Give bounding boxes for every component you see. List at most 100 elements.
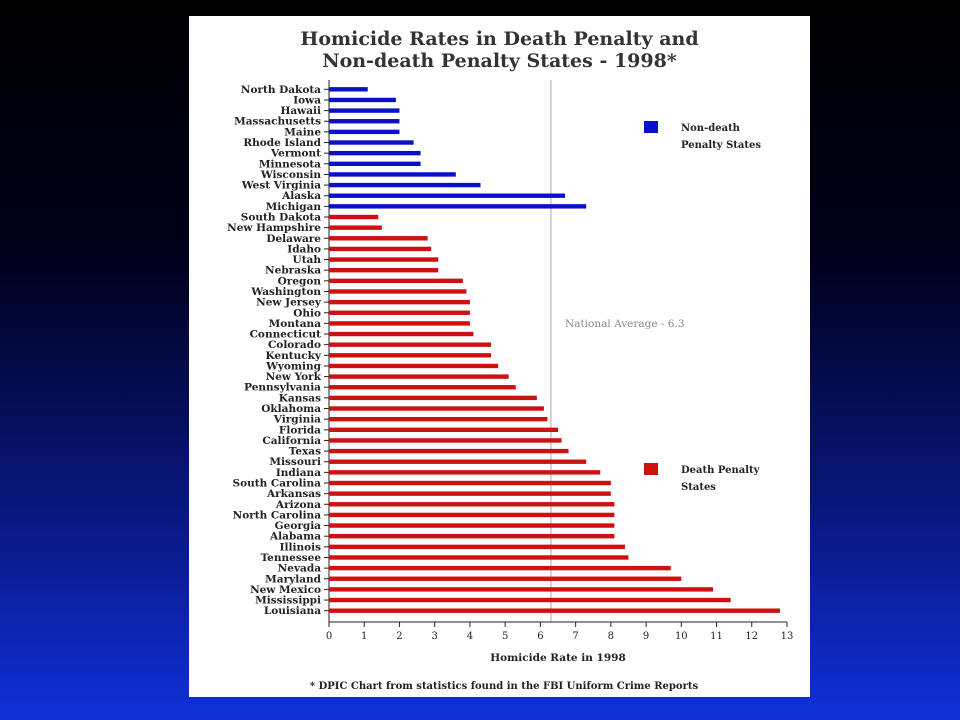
category-label: Kansas [279,392,321,404]
x-tick-label: 12 [745,631,758,642]
bar-illinois [329,544,625,550]
category-label: Oklahoma [261,403,321,415]
chart-footnote: * DPIC Chart from statistics found in th… [310,681,699,692]
category-label: Montana [269,318,322,330]
bar-california [329,438,562,443]
category-label: Wisconsin [260,169,321,181]
bar-virginia [329,416,548,422]
legend-label: Non-death [681,123,741,134]
bar-wyoming [329,363,499,369]
category-label: Mississippi [255,595,321,607]
bar-colorado [329,342,492,347]
bar-west-virginia [329,182,481,188]
bar-nebraska [329,268,439,273]
x-tick-label: 13 [781,631,794,642]
chart-plot: National Average - 6.3 North DakotaIowaHa… [227,80,794,692]
category-label: Texas [289,446,321,458]
bar-utah [329,257,439,262]
category-label: Maryland [265,573,321,585]
bar-minnesota [329,161,421,166]
category-label: New Hampshire [227,222,321,234]
bar-new-jersey [329,299,470,305]
category-label: Virginia [273,414,321,426]
category-label: Missouri [269,456,321,468]
bar-mississippi [329,597,731,603]
bar-ohio [329,310,470,315]
chart-panel: Homicide Rates in Death Penalty and Non-… [189,16,810,697]
bar-tennessee [329,555,629,560]
category-label: North Dakota [241,84,321,96]
legend-label: Penalty States [681,140,761,151]
bar-connecticut [329,331,474,337]
bar-oregon [329,278,463,284]
category-label: Nebraska [265,265,321,277]
category-label: Iowa [293,94,321,106]
category-label: Idaho [287,243,321,255]
category-label: Maine [284,126,321,138]
category-label: Hawaii [280,105,321,117]
bar-louisiana [329,608,780,613]
bar-arizona [329,502,615,507]
x-axis-title: Homicide Rate in 1998 [490,652,626,664]
bar-idaho [329,246,432,252]
category-label: Georgia [275,520,322,532]
legend-label: Death Penalty [681,465,761,476]
category-label: Rhode Island [243,137,321,149]
bar-rhode-island [329,140,414,145]
category-label: Louisiana [264,605,321,617]
bar-arkansas [329,491,611,496]
x-tick-label: 3 [432,631,438,642]
x-tick-label: 10 [675,631,688,642]
bar-georgia [329,523,615,528]
bar-kansas [329,395,537,401]
category-label: Nevada [278,563,322,575]
category-label: New Jersey [256,297,322,309]
category-label: Colorado [268,339,321,351]
bar-michigan [329,204,587,209]
category-label: South Dakota [241,212,321,224]
bar-missouri [329,459,587,464]
x-tick-label: 1 [361,631,367,642]
bar-vermont [329,150,421,156]
category-label: New York [266,371,322,383]
legend-swatch-death-penalty [644,463,658,475]
bar-maryland [329,576,682,581]
bar-new-york [329,374,509,379]
bar-hawaii [329,108,400,113]
bar-south-carolina [329,480,611,486]
category-label: Washington [250,286,321,298]
category-label: Indiana [276,467,321,479]
bar-florida [329,427,558,432]
chart-title-line-2: Non-death Penalty States - 1998* [322,50,677,72]
category-label: West Virginia [241,180,321,192]
bar-south-dakota [329,214,379,220]
bar-wisconsin [329,172,456,177]
category-label: Tennessee [261,552,322,564]
reference-line-label: National Average - 6.3 [565,318,685,330]
bar-iowa [329,97,396,103]
x-tick-label: 11 [710,631,723,642]
category-label: Ohio [293,307,321,319]
category-label: Minnesota [259,158,321,170]
bar-texas [329,448,569,454]
category-label: Oregon [278,275,322,287]
category-label: Wyoming [265,360,321,372]
category-label: South Carolina [233,478,322,490]
x-tick-label: 2 [396,631,402,642]
category-label: Connecticut [250,329,322,341]
bar-montana [329,321,470,326]
category-label: Florida [279,424,321,436]
bar-north-dakota [329,87,368,92]
category-label: Vermont [270,148,321,160]
category-label: Alaska [281,190,321,202]
bar-new-mexico [329,587,714,592]
x-tick-label: 6 [537,631,543,642]
legend-label: States [681,482,716,493]
x-tick-label: 0 [326,631,332,642]
x-tick-label: 9 [643,631,649,642]
category-label: Delaware [266,233,321,245]
category-label: Massachusetts [234,116,321,128]
bar-kentucky [329,353,492,358]
bar-washington [329,289,467,294]
category-label: Arkansas [266,488,321,500]
